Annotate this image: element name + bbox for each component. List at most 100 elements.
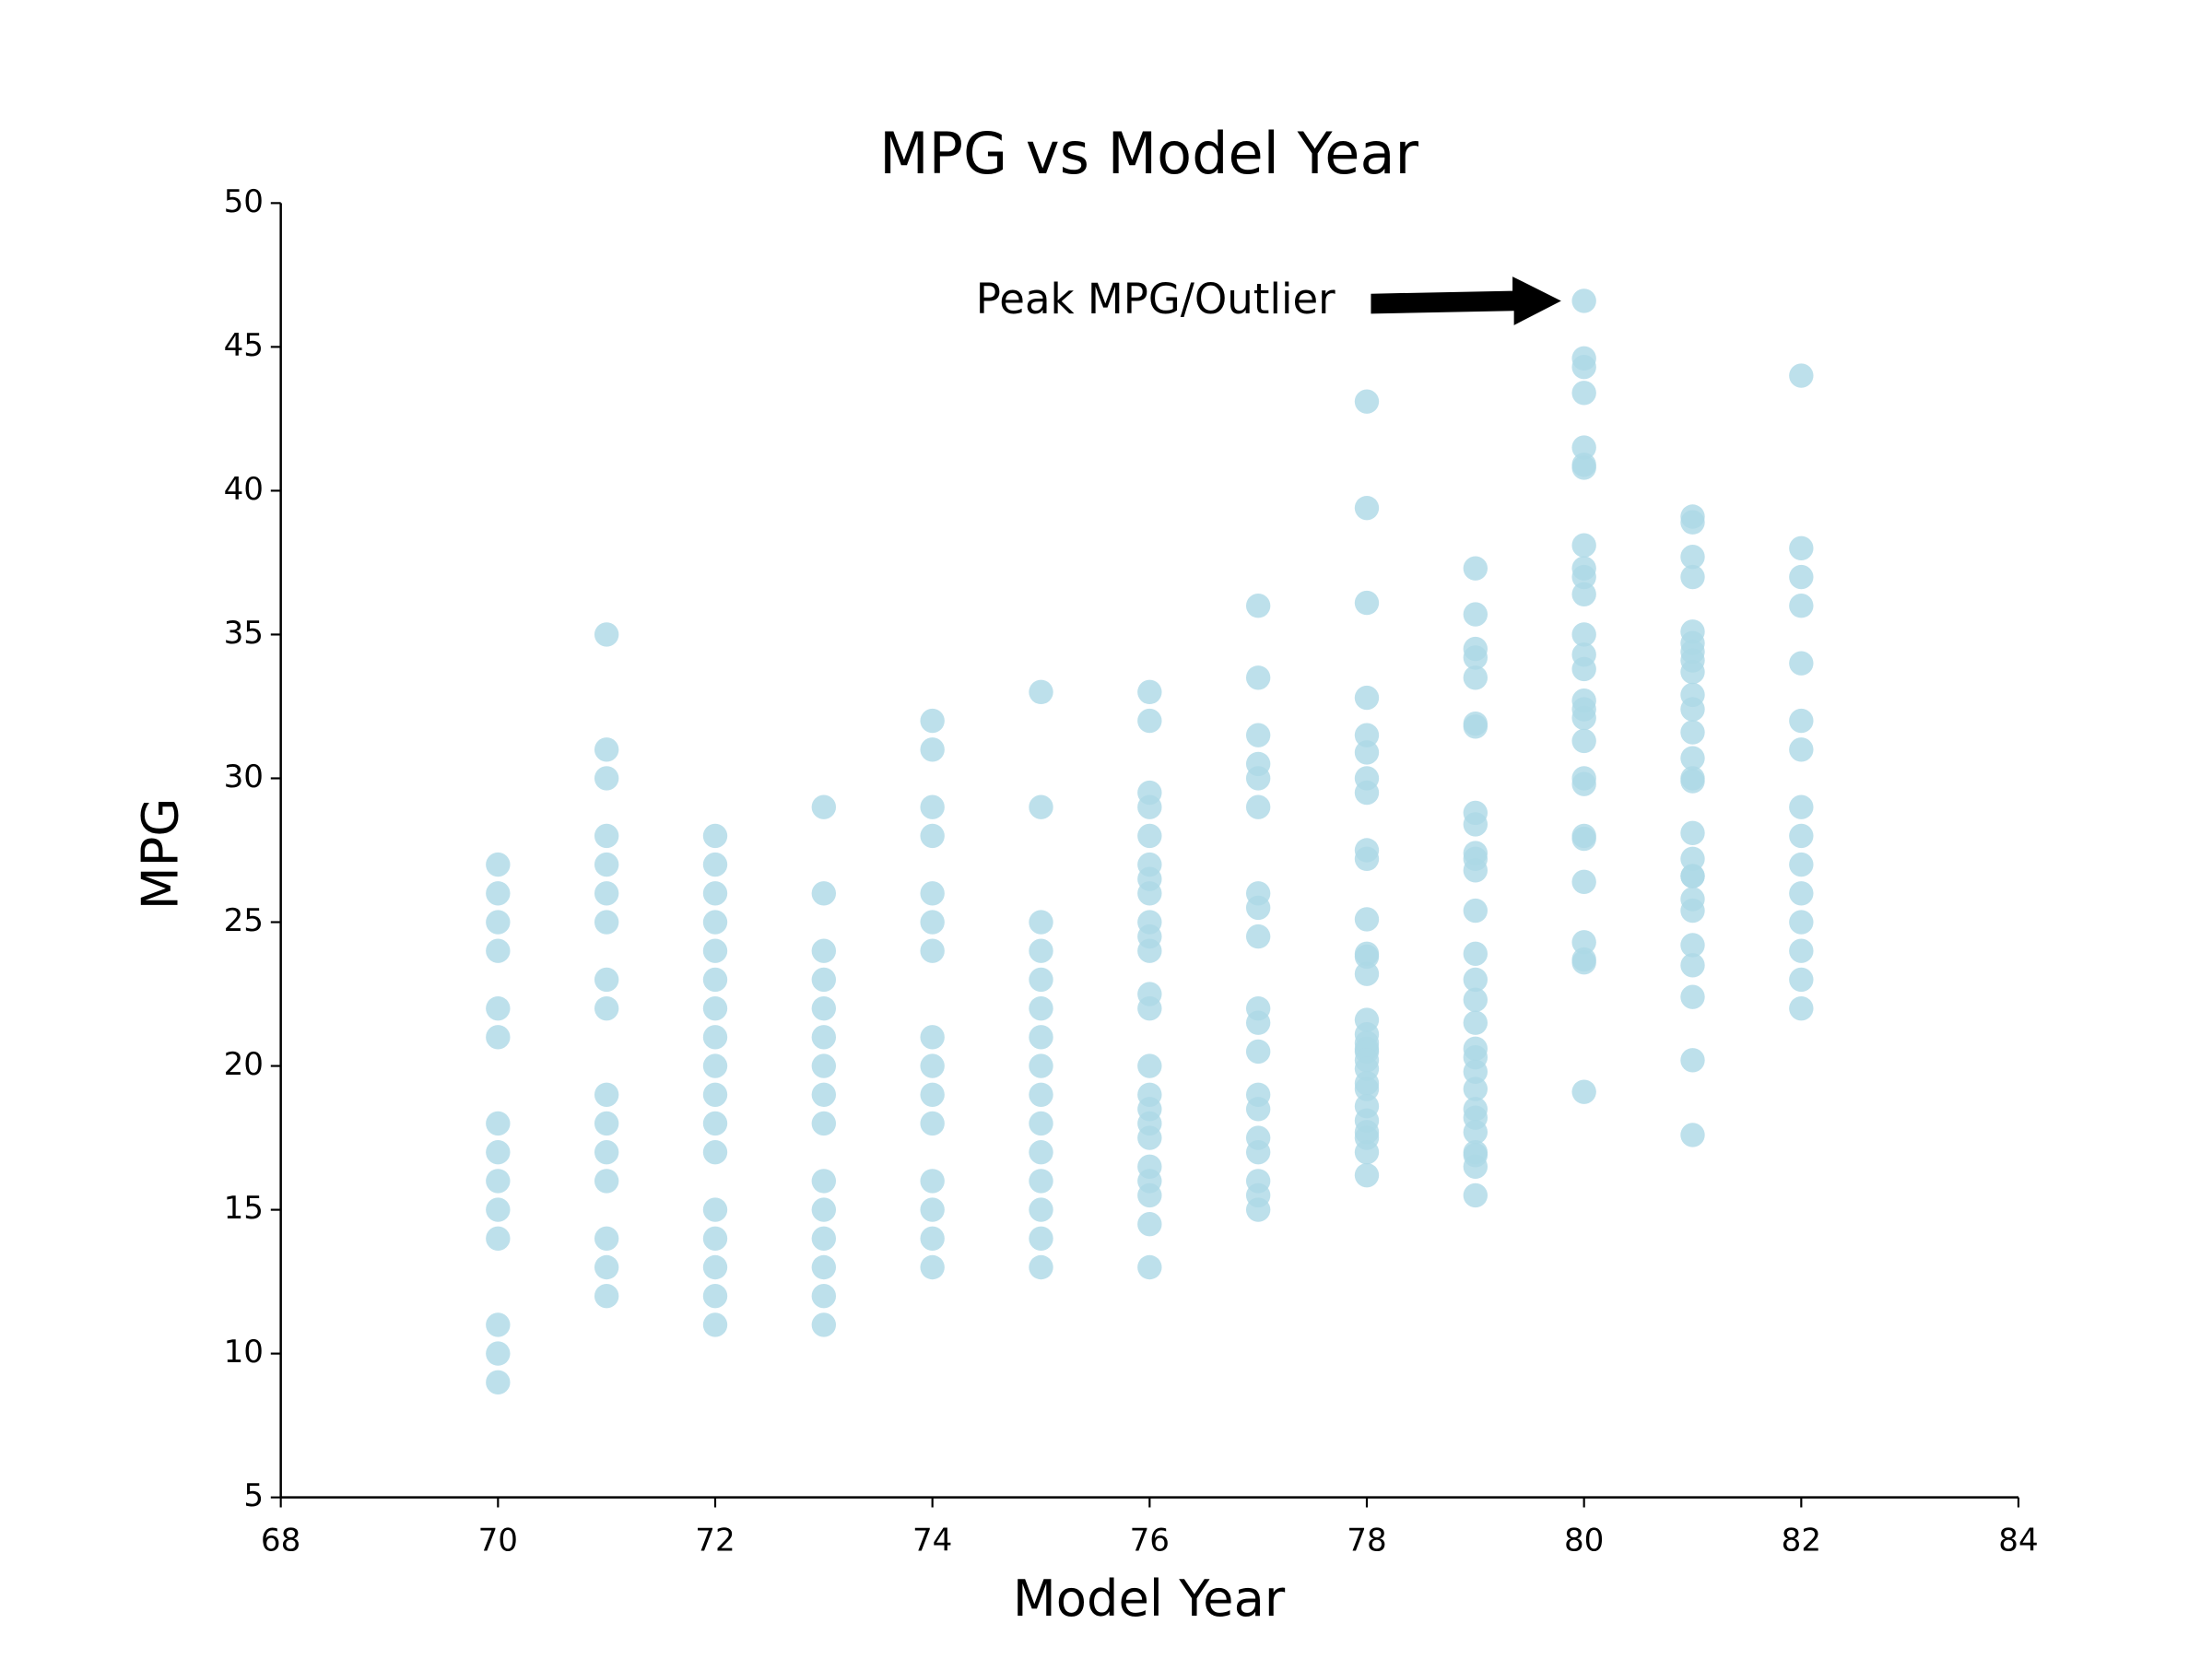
point [920, 1254, 945, 1280]
point [1029, 967, 1053, 993]
point [1571, 564, 1596, 590]
point [594, 967, 619, 993]
point [1354, 780, 1380, 806]
point [1245, 1139, 1271, 1165]
x-tick-label: 82 [1782, 1522, 1821, 1559]
point [1029, 679, 1053, 705]
point [1680, 933, 1705, 958]
point [594, 881, 619, 906]
point [1571, 950, 1596, 975]
point [1571, 582, 1596, 606]
x-tick-label: 76 [1130, 1522, 1170, 1559]
x-tick-label: 74 [912, 1522, 952, 1559]
point [1680, 564, 1705, 590]
y-tick-label: 5 [243, 1477, 264, 1514]
point [594, 1284, 619, 1309]
annotation-arrow [1371, 276, 1561, 325]
point [486, 1169, 511, 1194]
point [1137, 1182, 1162, 1208]
point [811, 1197, 837, 1222]
point [811, 1254, 837, 1280]
point [920, 708, 945, 734]
point [1245, 924, 1271, 949]
point [1354, 685, 1380, 711]
point [1571, 288, 1596, 313]
point [1029, 1197, 1053, 1222]
point [1680, 864, 1705, 888]
point [1029, 1053, 1053, 1078]
point [1571, 728, 1596, 754]
point [1354, 389, 1380, 414]
point [1789, 995, 1814, 1021]
point [1137, 794, 1162, 819]
point [811, 1082, 837, 1107]
point [1245, 723, 1271, 747]
x-tick-label: 78 [1347, 1522, 1386, 1559]
point [1789, 967, 1814, 993]
point [486, 881, 511, 906]
point [811, 881, 837, 906]
point [1354, 495, 1380, 521]
point [486, 1025, 511, 1050]
point [1680, 510, 1705, 535]
point [1354, 907, 1380, 932]
point [1463, 941, 1488, 967]
point [1137, 1254, 1162, 1280]
point [1571, 771, 1596, 796]
point [1463, 967, 1488, 993]
point [1789, 881, 1814, 906]
point [1029, 1111, 1053, 1136]
point [920, 881, 945, 906]
point [702, 1226, 728, 1251]
point [920, 794, 945, 819]
point [1789, 938, 1814, 963]
point [702, 881, 728, 906]
point [486, 1197, 511, 1222]
y-tick-label: 25 [224, 902, 264, 939]
point [1245, 895, 1271, 921]
point [811, 1111, 837, 1136]
point [1680, 1123, 1705, 1147]
point [1137, 679, 1162, 705]
point [920, 910, 945, 935]
point [1680, 1048, 1705, 1073]
y-tick-label: 35 [224, 615, 264, 652]
point [811, 794, 837, 819]
point [1680, 697, 1705, 722]
point [1680, 746, 1705, 771]
point [1354, 961, 1380, 986]
point [811, 1025, 837, 1050]
point [702, 852, 728, 877]
point [486, 852, 511, 877]
point [486, 1226, 511, 1251]
y-tick-label: 30 [224, 759, 264, 795]
point [920, 1053, 945, 1078]
point [486, 1139, 511, 1165]
y-tick-label: 40 [224, 471, 264, 508]
point [1245, 766, 1271, 791]
y-axis-label: MPG [132, 798, 190, 911]
point [1680, 953, 1705, 978]
point [811, 967, 837, 993]
point [811, 1169, 837, 1194]
point [594, 737, 619, 762]
x-tick-label: 68 [261, 1522, 300, 1559]
point [1571, 622, 1596, 647]
x-axis-label: Model Year [1013, 1570, 1286, 1628]
annotation-text: Peak MPG/Outlier [976, 275, 1335, 324]
point [920, 938, 945, 963]
point [1245, 1010, 1271, 1035]
x-tick-label: 72 [695, 1522, 735, 1559]
point [1680, 545, 1705, 570]
point [920, 1169, 945, 1194]
point [1029, 1139, 1053, 1165]
point [1571, 826, 1596, 852]
point [1789, 363, 1814, 388]
point [1789, 823, 1814, 849]
point [1245, 1197, 1271, 1222]
point [920, 1082, 945, 1107]
y-tick-label: 45 [224, 327, 264, 364]
point [1680, 846, 1705, 872]
